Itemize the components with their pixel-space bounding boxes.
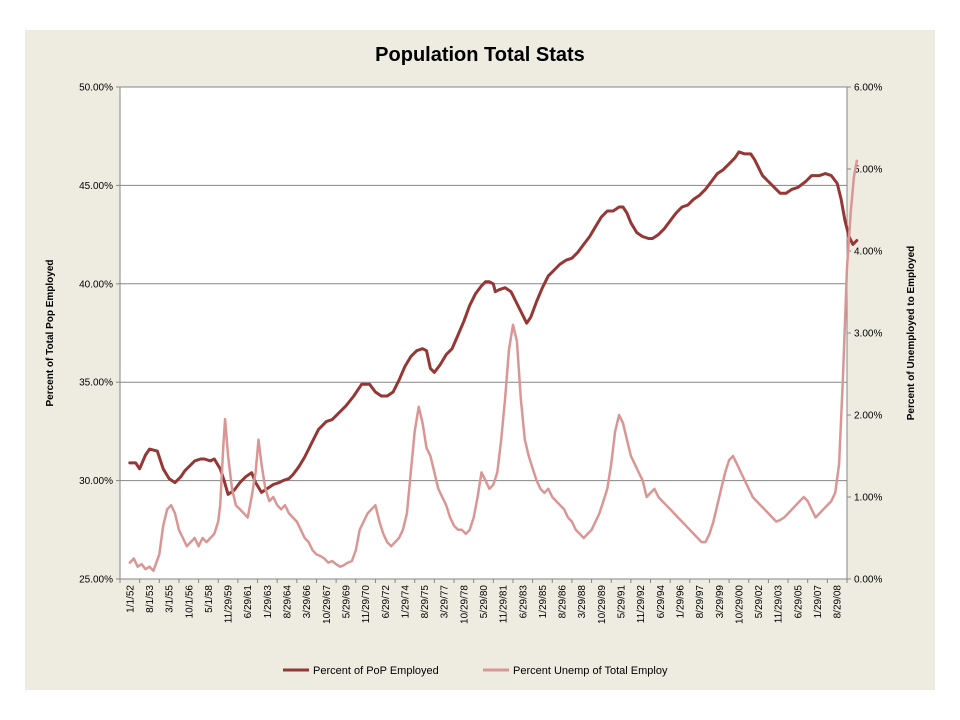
- plot-area: [120, 87, 847, 579]
- y-left-tick-label: 40.00%: [79, 279, 113, 290]
- x-tick-label: 6/29/72: [381, 585, 392, 619]
- x-tick-label: 5/29/69: [341, 585, 352, 619]
- chart-panel: Population Total Stats 25.00% 30.00% 35.00…: [25, 30, 935, 690]
- x-tick-label: 8/1/53: [145, 585, 156, 613]
- x-tick-label: 11/29/59: [224, 585, 235, 624]
- y-left-tick-label: 45.00%: [79, 181, 113, 192]
- x-tick-label: 5/29/02: [754, 585, 765, 619]
- y-right-tick-label: 4.00%: [854, 247, 882, 258]
- x-tick-label: 8/29/75: [420, 585, 431, 619]
- x-tick-label: 10/29/89: [597, 585, 608, 624]
- x-tick-label: 1/29/85: [538, 585, 549, 619]
- y-left-tick-label: 30.00%: [79, 476, 113, 487]
- plot-border: [119, 86, 848, 580]
- x-tick-label: 10/29/78: [459, 585, 470, 624]
- y-right-tick-label: 0.00%: [854, 575, 882, 586]
- x-tick-label: 6/29/05: [793, 585, 804, 619]
- x-tick-label: 8/29/97: [695, 585, 706, 619]
- x-tick-label: 3/29/99: [715, 585, 726, 619]
- x-tick-label: 1/29/63: [263, 585, 274, 619]
- x-tick-label: 11/29/03: [774, 585, 785, 624]
- x-tick-label: 8/29/08: [833, 585, 844, 619]
- x-tick-label: 8/29/86: [558, 585, 569, 619]
- y-right-tick-label: 5.00%: [854, 165, 882, 176]
- x-tick-label: 11/29/81: [499, 585, 510, 624]
- x-tick-label: 1/29/74: [400, 585, 411, 619]
- y-left-tick-label: 25.00%: [79, 575, 113, 586]
- x-tick-label: 5/29/80: [479, 585, 490, 619]
- x-tick-label: 5/29/91: [617, 585, 628, 619]
- series-line-1: [128, 150, 859, 496]
- y-right-tick-label: 6.00%: [854, 83, 882, 94]
- series-line-2: [128, 159, 859, 573]
- y-right-tick-label: 2.00%: [854, 411, 882, 422]
- x-tick-label: 10/29/67: [322, 585, 333, 624]
- chart-title: Population Total Stats: [375, 44, 585, 66]
- x-tick-label: 3/29/66: [302, 585, 313, 619]
- x-tick-label: 8/29/64: [283, 585, 294, 619]
- y-right-axis-title: Percent of Unemployed to Employed: [906, 246, 917, 420]
- x-tick-label: 1/29/96: [675, 585, 686, 619]
- x-tick-label: 3/29/77: [440, 585, 451, 619]
- x-tick-label: 11/29/92: [636, 585, 647, 624]
- x-tick-label: 5/1/58: [204, 585, 215, 613]
- y-left-tick-label: 50.00%: [79, 83, 113, 94]
- x-tick-label: 10/29/00: [734, 585, 745, 624]
- chart-svg: 25.00% 30.00% 35.00% 40.00% 45.00% 50.00% 0.00…: [45, 83, 917, 678]
- y-right-tick-label: 3.00%: [854, 329, 882, 340]
- x-tick-label: 1/29/07: [813, 585, 824, 619]
- legend-label-1: Percent of PoP Employed: [313, 665, 439, 677]
- x-tick-label: 11/29/70: [361, 585, 372, 624]
- x-tick-label: 6/29/94: [656, 585, 667, 619]
- legend-label-2: Percent Unemp of Total Employ: [513, 665, 668, 677]
- x-tick-label: 6/29/61: [243, 585, 254, 619]
- x-tick-label: 6/29/83: [518, 585, 529, 619]
- x-tick-label: 1/1/52: [125, 585, 136, 613]
- x-tick-label: 3/1/55: [165, 585, 176, 613]
- x-tick-label: 10/1/56: [184, 585, 195, 619]
- y-left-axis-title: Percent of Total Pop Employed: [45, 259, 56, 406]
- y-left-tick-label: 35.00%: [79, 378, 113, 389]
- y-right-tick-label: 1.00%: [854, 493, 882, 504]
- x-tick-label: 3/29/88: [577, 585, 588, 619]
